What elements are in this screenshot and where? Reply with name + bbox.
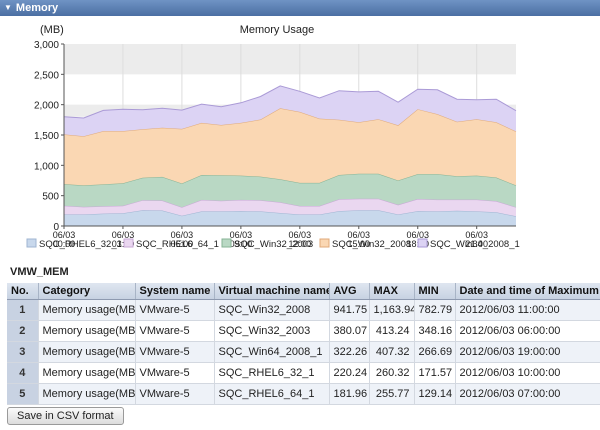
column-header[interactable]: Category	[38, 283, 136, 300]
table-cell: 2012/06/03 07:00:00	[455, 383, 600, 405]
legend-label: SQC_Win64_2008_1	[430, 239, 520, 250]
table-cell: 2012/06/03 19:00:00	[455, 341, 600, 363]
table-cell: VMware-5	[135, 341, 215, 363]
table-cell: Memory usage(MB)	[38, 341, 136, 363]
legend-swatch	[26, 238, 37, 248]
table-cell: 413.24	[369, 320, 415, 342]
panel-header[interactable]: ▼ Memory	[0, 0, 600, 16]
y-tick-label: 2,000	[34, 101, 59, 112]
column-header[interactable]: MIN	[414, 283, 456, 300]
legend-swatch	[319, 238, 330, 248]
table-cell: 181.96	[329, 383, 370, 405]
table-cell: SQC_RHEL6_64_1	[214, 383, 330, 405]
table-cell: 4	[7, 362, 39, 384]
table-row[interactable]: 4 Memory usage(MB) VMware-5 SQC_RHEL6_32_1 2…	[7, 362, 600, 384]
table-cell: Memory usage(MB)	[38, 383, 136, 405]
area-series	[64, 108, 516, 186]
x-tick-label: 06/03 21:00	[465, 230, 488, 249]
table-cell: 171.57	[414, 362, 456, 384]
table-row[interactable]: 2 Memory usage(MB) VMware-5 SQC_Win32_2003 3…	[7, 320, 600, 342]
threshold-band	[64, 44, 516, 75]
table-cell: VMware-5	[135, 299, 215, 321]
y-axis-label: (MB)	[40, 24, 64, 36]
x-tick-label: 06/03 09:00	[230, 230, 253, 249]
area-series	[64, 85, 516, 137]
column-header[interactable]: MAX	[369, 283, 415, 300]
table-cell: VMware-5	[135, 320, 215, 342]
table-cell: 2012/06/03 06:00:00	[455, 320, 600, 342]
column-header[interactable]: System name	[135, 283, 215, 300]
column-header[interactable]: Date and time of Maximum value	[455, 283, 600, 300]
legend-label: SQC_RHEL6_32_1	[39, 239, 122, 250]
area-series	[64, 198, 516, 217]
x-tick-label: 06/03 15:00	[348, 230, 371, 249]
y-tick-label: 500	[42, 192, 59, 203]
table-cell: 348.16	[414, 320, 456, 342]
table-cell: 2012/06/03 10:00:00	[455, 362, 600, 384]
y-tick-label: 0	[53, 222, 59, 233]
series-line	[63, 85, 517, 119]
legend-label: SQC_RHEL6_64_1	[136, 239, 219, 250]
legend-swatch	[417, 238, 428, 248]
summary-table: No. Category System name Virtual machine na…	[7, 283, 600, 405]
table-cell: 1	[7, 299, 39, 321]
table-cell: 380.07	[329, 320, 370, 342]
save-csv-button[interactable]: Save in CSV format	[7, 407, 124, 425]
table-cell: 2012/06/03 11:00:00	[455, 299, 600, 321]
x-tick-label: 06/03 12:00	[289, 230, 312, 249]
table-cell: 322.26	[329, 341, 370, 363]
table-cell: 2	[7, 320, 39, 342]
table-row[interactable]: 1 Memory usage(MB) VMware-5 SQC_Win32_2008 9…	[7, 299, 600, 321]
y-tick-label: 3,000	[34, 40, 59, 51]
table-cell: 407.32	[369, 341, 415, 363]
legend-swatch	[123, 238, 134, 248]
y-tick-label: 1,000	[34, 161, 59, 172]
table-header-row: No. Category System name Virtual machine na…	[7, 283, 600, 300]
table-cell: 220.24	[329, 362, 370, 384]
table-cell: VMware-5	[135, 362, 215, 384]
legend-label: SQC_Win32_2008	[332, 239, 411, 250]
table-cell: Memory usage(MB)	[38, 362, 136, 384]
column-header[interactable]: Virtual machine name	[214, 283, 330, 300]
table-cell: 260.32	[369, 362, 415, 384]
table-cell: 3	[7, 341, 39, 363]
y-tick-label: 1,500	[34, 131, 59, 142]
table-cell: VMware-5	[135, 383, 215, 405]
table-cell: 266.69	[414, 341, 456, 363]
table-cell: SQC_Win64_2008_1	[214, 341, 330, 363]
table-cell: SQC_Win32_2008	[214, 299, 330, 321]
column-header[interactable]: AVG	[329, 283, 370, 300]
table-cell: Memory usage(MB)	[38, 299, 136, 321]
x-tick-label: 06/03 06:00	[171, 230, 194, 249]
legend-swatch	[221, 238, 232, 248]
table-cell: 255.77	[369, 383, 415, 405]
x-tick-label: 06/03 00:00	[53, 230, 76, 249]
table-row[interactable]: 3 Memory usage(MB) VMware-5 SQC_Win64_2008_…	[7, 341, 600, 363]
table-cell: SQC_Win32_2003	[214, 320, 330, 342]
memory-usage-chart: Memory Usage (MB) 0 500 1,000 1,500 2,000 2,5…	[26, 24, 520, 250]
x-tick-label: 06/03 03:00	[112, 230, 135, 249]
legend-label: SQC_Win32_2003	[234, 239, 313, 250]
table-row[interactable]: 5 Memory usage(MB) VMware-5 SQC_RHEL6_64_1 1…	[7, 383, 600, 405]
chart-title: Memory Usage	[240, 24, 315, 36]
collapse-triangle-icon[interactable]: ▼	[4, 3, 12, 12]
chart-legend: SQC_RHEL6_32_1 SQC_RHEL6_64_1 SQC_Win32_20…	[26, 238, 520, 250]
table-cell: 129.14	[414, 383, 456, 405]
panel-title: Memory	[15, 2, 59, 14]
table-cell: 941.75	[329, 299, 370, 321]
table-cell: Memory usage(MB)	[38, 320, 136, 342]
table-cell: 782.79	[414, 299, 456, 321]
table-cell: 1,163.94	[369, 299, 415, 321]
table-title: VMW_MEM	[10, 266, 69, 278]
column-header[interactable]: No.	[7, 283, 39, 300]
table-cell: 5	[7, 383, 39, 405]
table-cell: SQC_RHEL6_32_1	[214, 362, 330, 384]
y-tick-label: 2,500	[34, 70, 59, 81]
